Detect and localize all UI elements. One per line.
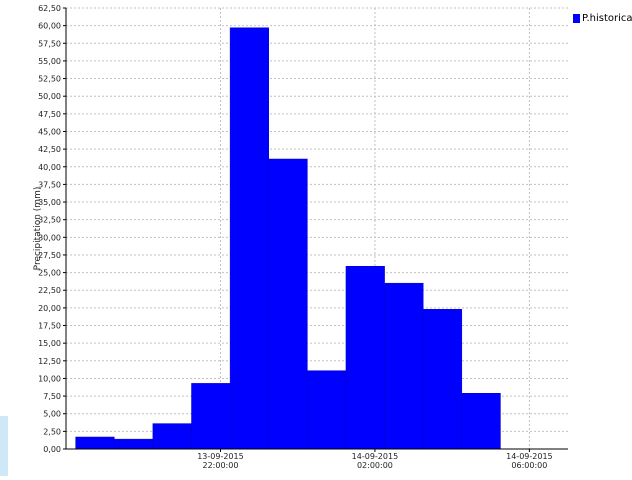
bar (384, 282, 424, 449)
y-tick-label: 42,50 (38, 145, 61, 154)
bar-group (75, 27, 501, 449)
y-tick-label: 62,50 (38, 4, 61, 13)
y-tick-label: 12,50 (38, 357, 61, 366)
y-tick-label: 55,00 (38, 57, 61, 66)
legend: P.historical (573, 13, 632, 24)
bar (229, 27, 269, 449)
y-tick-label: 37,50 (38, 180, 61, 189)
y-tick-label: 52,50 (38, 75, 61, 84)
y-tick-label: 20,00 (38, 304, 61, 313)
y-tick-label: 7,50 (43, 392, 61, 401)
bar (114, 438, 154, 449)
x-tick-time: 22:00:00 (202, 461, 238, 470)
x-tick-time: 06:00:00 (511, 461, 547, 470)
y-tick-label: 25,00 (38, 269, 61, 278)
x-tick-time: 02:00:00 (357, 461, 393, 470)
x-tick-date: 14-09-2015 (506, 452, 553, 461)
x-tick-date: 13-09-2015 (197, 452, 244, 461)
y-tick-label: 60,00 (38, 22, 61, 31)
y-tick-label: 0,00 (43, 445, 61, 454)
bar (345, 265, 385, 449)
y-tick-label: 40,00 (38, 163, 61, 172)
y-tick-label: 30,00 (38, 233, 61, 242)
bar (268, 158, 308, 449)
y-tick-label: 35,00 (38, 198, 61, 207)
y-tick-label: 47,50 (38, 110, 61, 119)
bar (461, 393, 501, 449)
y-tick-label: 22,50 (38, 286, 61, 295)
legend-label: P.historical (582, 13, 632, 24)
y-tick-label: 50,00 (38, 92, 61, 101)
y-tick-label: 10,00 (38, 374, 61, 383)
bar (152, 423, 192, 449)
y-axis-label: Precipitation (mm) (33, 187, 43, 271)
y-tick-label: 32,50 (38, 216, 61, 225)
x-tick-date: 14-09-2015 (352, 452, 399, 461)
y-tick-label: 17,50 (38, 322, 61, 331)
y-tick-label: 45,00 (38, 127, 61, 136)
legend-swatch (573, 14, 580, 23)
window-side-strip (0, 416, 8, 476)
y-tick-label: 15,00 (38, 339, 61, 348)
y-tick-label: 2,50 (43, 427, 61, 436)
y-tick-label: 5,00 (43, 410, 61, 419)
y-tick-label: 57,50 (38, 39, 61, 48)
bar (191, 383, 231, 449)
bar (307, 370, 347, 449)
bar (75, 436, 115, 449)
y-tick-label: 27,50 (38, 251, 61, 260)
bar (422, 309, 463, 449)
